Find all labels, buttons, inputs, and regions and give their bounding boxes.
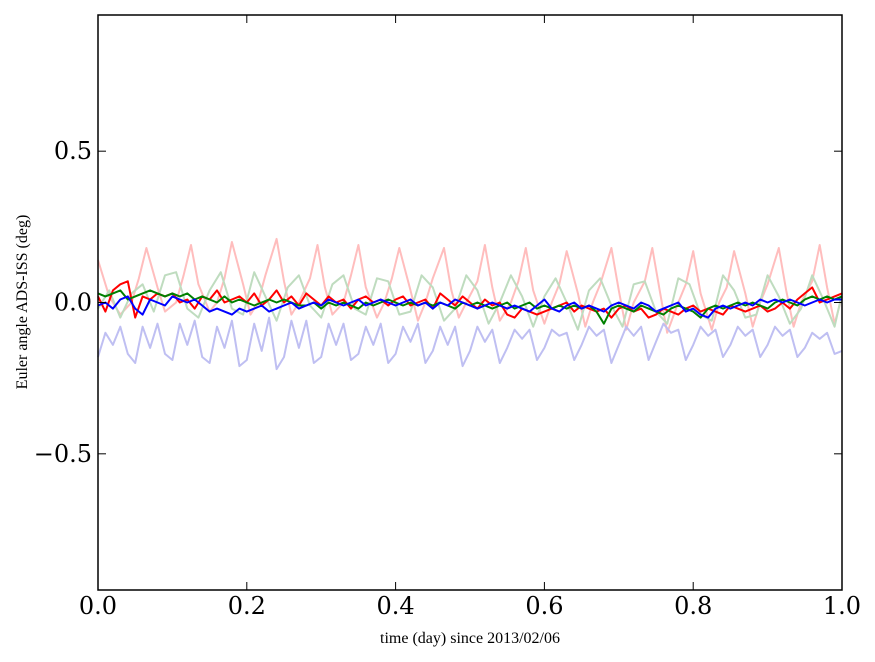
y-tick-label: 0.5	[54, 137, 92, 165]
x-tick-label: 1.0	[823, 592, 861, 620]
ticks-layer: 0.0 0.2 0.4 0.6 0.8 1.0 0.5 0.0 −0.5	[34, 15, 861, 620]
series-layer	[97, 237, 843, 371]
x-tick-label: 0.6	[525, 592, 563, 620]
y-tick-label: −0.5	[34, 440, 92, 468]
series-line-5	[97, 295, 842, 319]
x-tick-label: 0.4	[377, 592, 415, 620]
x-tick-label: 0.2	[228, 592, 266, 620]
y-tick-label: 0.0	[54, 289, 92, 317]
series-line-0	[97, 237, 843, 334]
x-axis-label: time (day) since 2013/02/06	[380, 630, 560, 647]
series-line-1	[97, 271, 843, 331]
x-tick-label: 0.8	[674, 592, 712, 620]
y-axis-label: Euler angle ADS-ISS (deg)	[14, 215, 31, 390]
series-line-2	[97, 316, 843, 371]
x-tick-label: 0.0	[79, 592, 117, 620]
